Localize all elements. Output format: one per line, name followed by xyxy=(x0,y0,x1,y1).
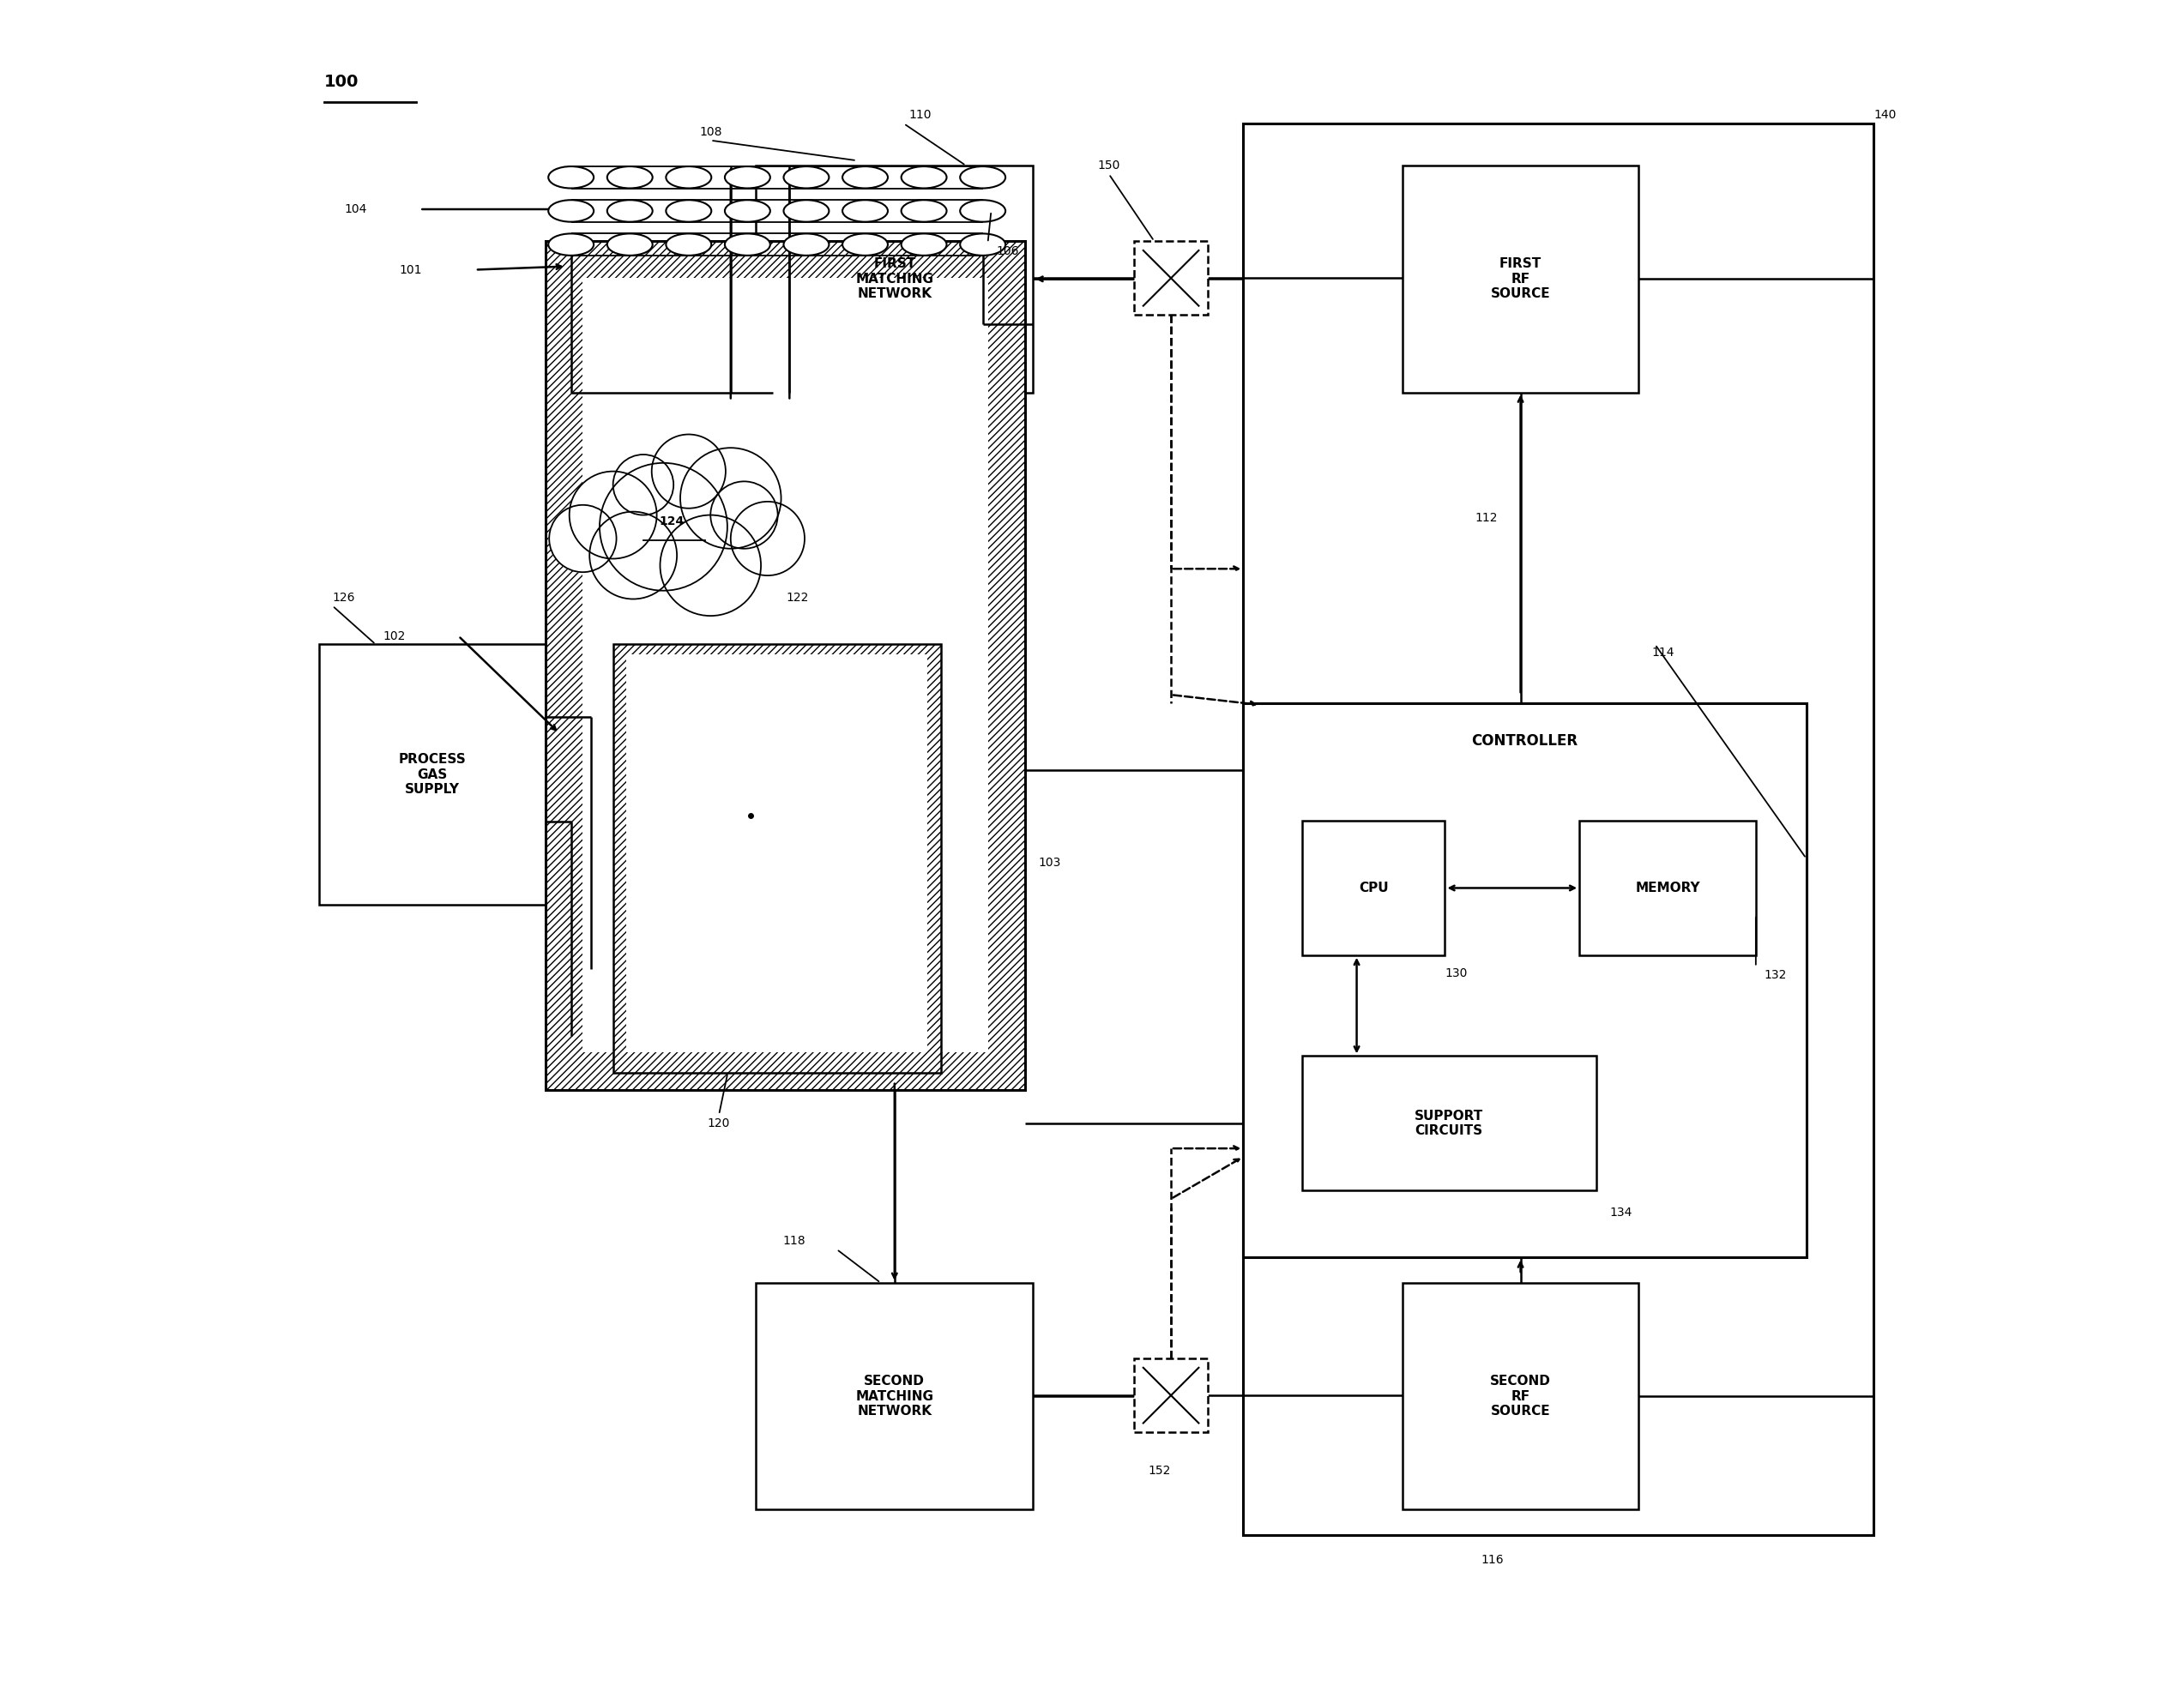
Text: 130: 130 xyxy=(1446,968,1468,980)
Circle shape xyxy=(732,501,804,575)
Text: 106: 106 xyxy=(996,245,1020,257)
Ellipse shape xyxy=(548,200,594,222)
Text: 140: 140 xyxy=(1874,110,1896,122)
Text: MEMORY: MEMORY xyxy=(1636,882,1699,895)
Ellipse shape xyxy=(843,233,889,255)
Ellipse shape xyxy=(784,233,830,255)
Ellipse shape xyxy=(607,166,653,188)
Bar xyxy=(1579,821,1756,956)
Text: CONTROLLER: CONTROLLER xyxy=(1472,733,1579,750)
Bar xyxy=(1402,166,1638,393)
Text: SECOND
MATCHING
NETWORK: SECOND MATCHING NETWORK xyxy=(856,1376,933,1418)
Circle shape xyxy=(651,435,725,508)
Bar xyxy=(1243,704,1806,1257)
Text: FIRST
MATCHING
NETWORK: FIRST MATCHING NETWORK xyxy=(856,257,933,299)
Ellipse shape xyxy=(548,233,594,255)
Bar xyxy=(1402,1283,1638,1509)
Bar xyxy=(319,645,546,905)
Text: 134: 134 xyxy=(1610,1206,1631,1218)
Bar xyxy=(1302,821,1446,956)
Text: 114: 114 xyxy=(1651,646,1675,658)
Bar xyxy=(546,242,1024,1090)
Ellipse shape xyxy=(607,233,653,255)
Ellipse shape xyxy=(961,166,1005,188)
Text: 118: 118 xyxy=(784,1235,806,1247)
Ellipse shape xyxy=(666,233,712,255)
Ellipse shape xyxy=(784,166,830,188)
Text: CPU: CPU xyxy=(1358,882,1389,895)
Circle shape xyxy=(570,472,657,558)
Ellipse shape xyxy=(666,200,712,222)
Ellipse shape xyxy=(902,200,946,222)
Text: 116: 116 xyxy=(1481,1553,1503,1567)
Circle shape xyxy=(710,482,778,548)
Text: 132: 132 xyxy=(1765,970,1787,981)
Text: 110: 110 xyxy=(909,110,933,122)
Ellipse shape xyxy=(843,166,889,188)
Text: 124: 124 xyxy=(660,516,684,528)
Circle shape xyxy=(601,464,727,591)
Ellipse shape xyxy=(725,233,771,255)
Text: 112: 112 xyxy=(1474,513,1498,525)
Text: SUPPORT
CIRCUITS: SUPPORT CIRCUITS xyxy=(1415,1110,1483,1137)
Text: 103: 103 xyxy=(1037,856,1061,868)
Ellipse shape xyxy=(725,166,771,188)
Circle shape xyxy=(679,448,782,548)
Bar xyxy=(756,1283,1033,1509)
Ellipse shape xyxy=(961,233,1005,255)
Text: 126: 126 xyxy=(332,591,356,604)
Circle shape xyxy=(548,504,616,572)
Bar xyxy=(583,277,987,1052)
Bar xyxy=(756,166,1033,393)
Bar xyxy=(1243,124,1874,1535)
Bar xyxy=(1133,242,1208,315)
Ellipse shape xyxy=(607,200,653,222)
Ellipse shape xyxy=(666,166,712,188)
Text: 150: 150 xyxy=(1099,159,1120,171)
Text: 102: 102 xyxy=(382,629,406,641)
Text: 101: 101 xyxy=(400,264,422,276)
Text: 152: 152 xyxy=(1149,1465,1171,1477)
Ellipse shape xyxy=(961,200,1005,222)
Bar xyxy=(1133,1359,1208,1433)
Text: 120: 120 xyxy=(708,1117,729,1129)
Text: FIRST
RF
SOURCE: FIRST RF SOURCE xyxy=(1492,257,1551,299)
Ellipse shape xyxy=(902,166,946,188)
Text: SECOND
RF
SOURCE: SECOND RF SOURCE xyxy=(1489,1376,1551,1418)
Ellipse shape xyxy=(843,200,889,222)
Circle shape xyxy=(614,455,673,514)
Bar xyxy=(1302,1056,1597,1191)
Text: 104: 104 xyxy=(345,203,367,215)
Text: PROCESS
GAS
SUPPLY: PROCESS GAS SUPPLY xyxy=(400,753,465,795)
Bar xyxy=(627,655,928,1052)
Bar xyxy=(614,645,941,1073)
Circle shape xyxy=(660,514,760,616)
Text: 108: 108 xyxy=(699,125,723,139)
Text: 100: 100 xyxy=(323,73,358,90)
Ellipse shape xyxy=(548,166,594,188)
Ellipse shape xyxy=(902,233,946,255)
Ellipse shape xyxy=(725,200,771,222)
Ellipse shape xyxy=(784,200,830,222)
Circle shape xyxy=(590,511,677,599)
Text: 122: 122 xyxy=(786,591,808,604)
